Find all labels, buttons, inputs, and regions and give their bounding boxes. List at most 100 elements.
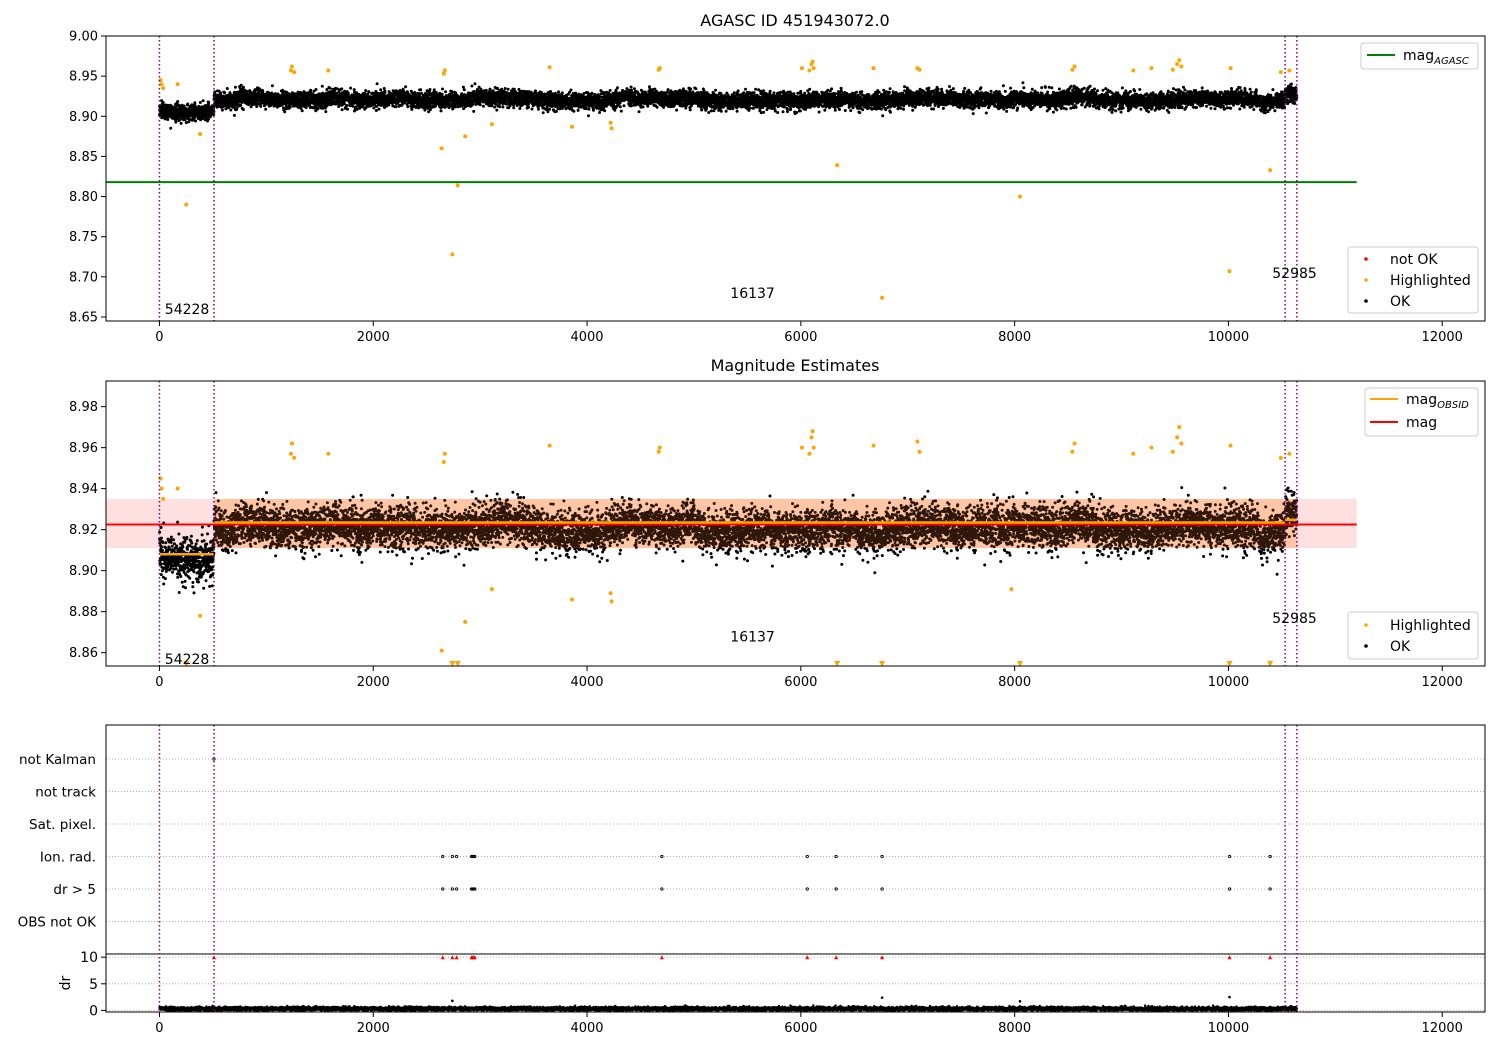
flags-flag-point xyxy=(1268,854,1272,859)
agasc-highlighted-point xyxy=(657,66,662,71)
agasc-x-tick-label: 2000 xyxy=(357,330,390,345)
agasc-highlighted-point xyxy=(1179,64,1184,69)
magnitude-y-tick-label: 8.96 xyxy=(69,441,98,456)
flags-flag-point xyxy=(472,887,476,891)
magnitude-highlighted-point xyxy=(326,451,331,456)
agasc-highlighted-point xyxy=(547,65,552,70)
magnitude-highlighted-point xyxy=(799,445,804,450)
agasc-highlighted-point xyxy=(1072,64,1077,69)
agasc-ok-points xyxy=(158,81,1299,130)
panel-flags-data xyxy=(106,725,1485,1012)
magnitude-obsid-annotation: 16137 xyxy=(730,629,775,645)
agasc-highlighted-point xyxy=(288,68,293,73)
magnitude-x-tick-label: 10000 xyxy=(1208,675,1249,690)
agasc-highlighted-point xyxy=(290,64,295,69)
magnitude-highlighted-point xyxy=(463,619,468,624)
magnitude-highlighted-point xyxy=(489,587,494,592)
agasc-x-tick-label: 10000 xyxy=(1208,330,1249,345)
magnitude-highlighted-point xyxy=(1072,441,1077,446)
magnitude-clipped-marker xyxy=(834,660,841,666)
magnitude-legend-marker xyxy=(1364,644,1368,648)
flags-row-label: not Kalman xyxy=(19,752,96,768)
flags-flag-point xyxy=(1268,887,1272,891)
legend-frame xyxy=(1347,246,1479,314)
agasc-x-tick-label: 6000 xyxy=(784,330,817,345)
agasc-y-tick-label: 8.65 xyxy=(69,310,98,325)
agasc-highlighted-point xyxy=(441,71,446,76)
agasc-obsid-annotation: 16137 xyxy=(730,286,775,302)
flags-dr-high-marker xyxy=(440,955,445,960)
agasc-y-tick-label: 9.00 xyxy=(69,30,98,45)
agasc-highlighted-point xyxy=(1149,66,1154,71)
flags-x-tick-label: 10000 xyxy=(1208,1021,1249,1036)
magnitude-clipped-marker xyxy=(1267,660,1274,666)
flags-dr-points xyxy=(158,1004,1299,1012)
magnitude-x-tick-label: 4000 xyxy=(570,675,603,690)
magnitude-x-tick-label: 8000 xyxy=(998,675,1031,690)
magnitude-y-tick-label: 8.98 xyxy=(69,400,98,415)
magnitude-highlighted-point xyxy=(1287,451,1292,456)
magnitude-clipped-marker xyxy=(1016,660,1023,666)
flags-flag-point xyxy=(880,887,884,891)
panel-magnitude-annotations: 54228 16137 52985 xyxy=(165,611,1317,668)
flags-flag-point xyxy=(805,854,809,859)
magnitude-y-tick-label: 8.88 xyxy=(69,605,98,620)
flags-dr-y-tick-label: 5 xyxy=(89,977,98,993)
magnitude-x-tick-label: 6000 xyxy=(784,675,817,690)
flags-row-label: Ion. rad. xyxy=(40,850,96,866)
flags-dr-high-marker xyxy=(834,955,839,960)
flags-row-label: dr > 5 xyxy=(53,882,96,898)
agasc-x-tick-label: 8000 xyxy=(998,330,1031,345)
agasc-highlighted-point xyxy=(1131,68,1136,73)
flags-flag-point xyxy=(450,854,454,859)
flags-flag-point xyxy=(1227,854,1232,859)
flags-row-label: OBS not OK xyxy=(18,915,98,931)
magnitude-highlighted-point xyxy=(290,441,295,446)
agasc-legend-label: Highlighted xyxy=(1390,273,1471,289)
agasc-obsid-annotation: 52985 xyxy=(1272,266,1317,282)
flags-row-label: Sat. pixel. xyxy=(29,817,96,833)
agasc-highlighted-point xyxy=(1177,58,1182,63)
flags-dr-spike xyxy=(880,996,884,999)
magnitude-highlighted-point xyxy=(1009,587,1014,592)
flags-flag-point xyxy=(472,854,476,859)
magnitude-legend-label: Highlighted xyxy=(1390,618,1471,634)
flags-dr-high-marker xyxy=(1268,955,1273,960)
magnitude-obsid-annotation: 52985 xyxy=(1272,611,1317,627)
flags-dr-y-tick-label: 10 xyxy=(80,950,98,966)
magnitude-highlighted-point xyxy=(1175,435,1180,440)
agasc-highlighted-point xyxy=(1070,67,1075,72)
magnitude-clipped-marker xyxy=(1226,660,1233,666)
magnitude-highlighted-point xyxy=(1177,425,1182,430)
flags-x-tick-label: 0 xyxy=(155,1021,163,1036)
flags-flag-point xyxy=(473,854,477,859)
flags-flag-point xyxy=(473,887,477,891)
magnitude-highlighted-point xyxy=(159,486,164,491)
agasc-highlighted-point xyxy=(880,295,885,300)
magnitude-y-tick-label: 8.92 xyxy=(69,523,98,538)
agasc-x-tick-label: 4000 xyxy=(570,330,603,345)
agasc-highlighted-point xyxy=(609,126,614,131)
magnitude-ok-points xyxy=(158,486,1299,595)
flags-dr-spike xyxy=(451,999,454,1003)
panel-magnitude-estimates: 0 2000 4000 6000 8000 10000 12000 8.86 8.88 8.90 8… xyxy=(69,380,1486,690)
magnitude-highlighted-point xyxy=(198,613,203,618)
flags-flag-point xyxy=(1227,887,1232,891)
flags-dr-axis-label: dr xyxy=(58,975,74,990)
panel-flags-axes: not Kalman not track Sat. pixel. Ion. rad. d… xyxy=(18,752,1463,1036)
magnitude-highlighted-point xyxy=(656,449,661,454)
agasc-highlighted-point xyxy=(489,122,494,127)
agasc-legend-label: not OK xyxy=(1390,252,1438,268)
panel-magnitude-frame xyxy=(105,380,1486,667)
magnitude-y-tick-label: 8.94 xyxy=(69,482,98,497)
agasc-legend-marker xyxy=(1364,257,1368,261)
magnitude-highlighted-point xyxy=(1179,441,1184,446)
magnitude-highlighted-point xyxy=(811,445,816,450)
magnitude-x-tick-label: 2000 xyxy=(357,675,390,690)
agasc-highlighted-point xyxy=(807,68,812,73)
flags-flag-point xyxy=(834,854,838,859)
agasc-highlighted-point xyxy=(159,82,164,87)
panel-agasc-axes: 0 2000 4000 6000 8000 10000 12000 8.65 8.70 8.75 8… xyxy=(69,30,1463,346)
magnitude-clipped-marker xyxy=(449,660,456,666)
